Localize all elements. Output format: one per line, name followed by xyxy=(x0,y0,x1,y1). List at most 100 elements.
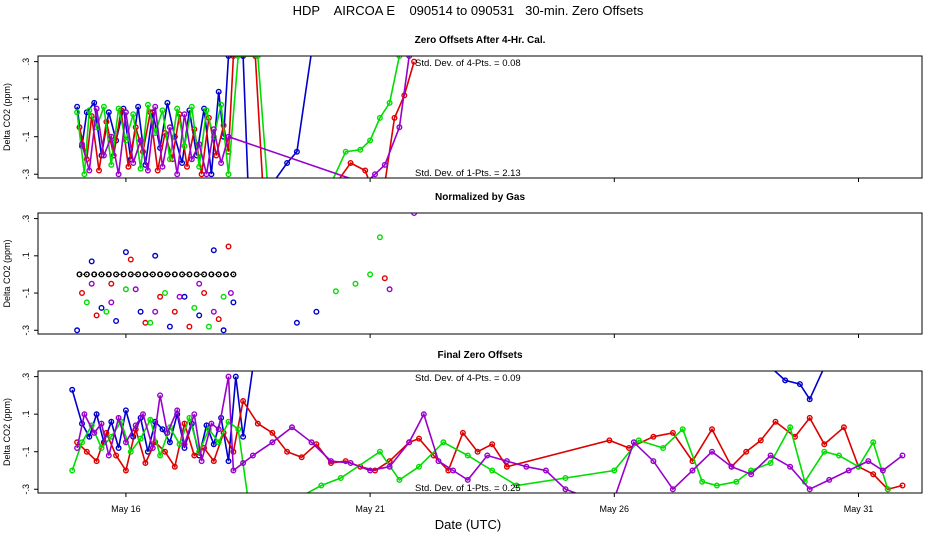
data-point-green xyxy=(386,99,393,106)
y-tick-label: .1 xyxy=(21,252,31,260)
data-point-blue xyxy=(159,426,166,433)
data-point-purple xyxy=(630,439,637,446)
data-point-purple xyxy=(709,448,716,455)
data-point-purple xyxy=(122,439,129,446)
data-point-green xyxy=(376,114,383,121)
data-point-green xyxy=(396,476,403,483)
data-point-blue xyxy=(220,327,227,334)
data-point-green xyxy=(122,286,129,293)
data-point-blue xyxy=(74,103,81,110)
y-tick-label: .1 xyxy=(21,95,31,103)
y-axis-label: Delta CO2 (ppm) xyxy=(2,239,12,307)
data-point-purple xyxy=(289,424,296,431)
data-point-black xyxy=(105,271,112,278)
x-tick-label: May 16 xyxy=(111,504,141,514)
data-point-green xyxy=(86,107,93,114)
data-point-green xyxy=(103,308,110,315)
data-point-purple xyxy=(132,422,139,429)
series-line-purple xyxy=(81,56,410,178)
data-point-red xyxy=(183,163,190,170)
data-point-purple xyxy=(787,463,794,470)
data-point-purple xyxy=(435,458,442,465)
panel-title: Normalized by Gas xyxy=(435,192,525,203)
data-point-green xyxy=(205,323,212,330)
data-point-purple xyxy=(225,373,232,380)
data-point-blue xyxy=(69,386,76,393)
data-point-red xyxy=(93,458,100,465)
data-point-purple xyxy=(210,126,217,133)
data-point-purple xyxy=(78,141,85,148)
data-point-red xyxy=(215,316,222,323)
data-point-purple xyxy=(105,452,112,459)
data-point-green xyxy=(748,467,755,474)
data-point-red xyxy=(230,448,237,455)
data-point-purple xyxy=(88,280,95,287)
data-point-blue xyxy=(225,458,232,465)
data-point-purple xyxy=(464,476,471,483)
series-line-purple xyxy=(76,376,903,493)
y-axis-label: Delta CO2 (ppm) xyxy=(2,83,12,151)
data-point-purple xyxy=(132,286,139,293)
data-point-green xyxy=(332,288,339,295)
data-point-red xyxy=(669,429,676,436)
data-point-green xyxy=(137,435,144,442)
data-point-green xyxy=(464,452,471,459)
data-point-black xyxy=(142,271,149,278)
data-point-green xyxy=(220,293,227,300)
data-point-red xyxy=(347,159,354,166)
data-point-green xyxy=(159,107,166,114)
data-point-purple xyxy=(188,156,195,163)
data-point-red xyxy=(899,482,906,489)
data-point-red xyxy=(108,280,115,287)
data-point-red xyxy=(142,460,149,467)
data-point-green xyxy=(127,448,134,455)
data-point-green xyxy=(562,475,569,482)
data-point-blue xyxy=(210,441,217,448)
data-point-red xyxy=(83,448,90,455)
data-point-red xyxy=(606,437,613,444)
data-point-purple xyxy=(210,308,217,315)
data-point-green xyxy=(376,448,383,455)
y-tick-label: -.1 xyxy=(21,288,31,299)
data-point-red xyxy=(95,167,102,174)
x-tick-label: May 26 xyxy=(600,504,630,514)
data-point-purple xyxy=(879,467,886,474)
data-point-black xyxy=(230,271,237,278)
data-point-black xyxy=(164,271,171,278)
data-point-green xyxy=(836,452,843,459)
plot-frame xyxy=(37,212,923,335)
data-point-purple xyxy=(196,280,203,287)
y-tick-label: -.3 xyxy=(21,484,31,495)
data-point-blue xyxy=(166,323,173,330)
std-dev-1pts-annotation: Std. Dev. of 1-Pts. = 2.13 xyxy=(415,168,521,179)
data-point-red xyxy=(213,152,220,159)
data-point-green xyxy=(337,475,344,482)
data-point-black xyxy=(149,271,156,278)
data-point-blue xyxy=(796,381,803,388)
data-point-green xyxy=(83,299,90,306)
data-point-red xyxy=(171,463,178,470)
data-point-red xyxy=(298,454,305,461)
data-point-purple xyxy=(865,458,872,465)
data-point-blue xyxy=(181,293,188,300)
data-point-purple xyxy=(191,411,198,418)
data-point-green xyxy=(440,439,447,446)
plot-area xyxy=(69,371,906,493)
x-tick-label: May 31 xyxy=(844,504,874,514)
data-point-blue xyxy=(210,247,217,254)
data-point-green xyxy=(611,467,618,474)
data-point-green xyxy=(318,482,325,489)
data-point-red xyxy=(161,448,168,455)
data-point-blue xyxy=(122,249,129,256)
data-point-red xyxy=(240,398,247,405)
data-point-blue xyxy=(782,377,789,384)
data-point-purple xyxy=(166,124,173,131)
data-point-black xyxy=(215,271,222,278)
data-point-red xyxy=(93,312,100,319)
data-point-blue xyxy=(105,109,112,116)
data-point-green xyxy=(215,439,222,446)
data-point-purple xyxy=(176,293,183,300)
data-point-purple xyxy=(562,486,569,493)
y-tick-label: -.1 xyxy=(21,131,31,142)
panel-zero-offsets-after-cal: Zero Offsets After 4-Hr. Cal. Delta CO2 (… xyxy=(2,35,923,182)
